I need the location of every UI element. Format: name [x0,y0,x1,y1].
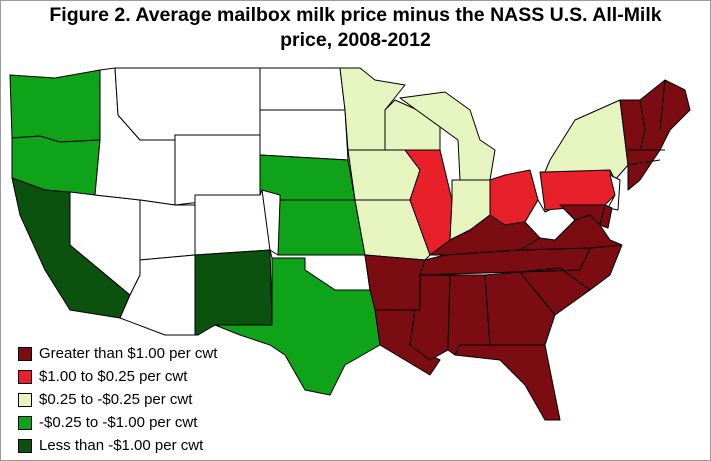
title-line-1: Figure 2. Average mailbox milk price min… [49,4,662,26]
legend-item-4: -$0.25 to -$1.00 per cwt [18,411,217,434]
state-FL [454,344,561,421]
legend-label-4: -$0.25 to -$1.00 per cwt [39,414,198,431]
legend-label-1: Greater than $1.00 per cwt [39,345,218,362]
title-line-2: price, 2008-2012 [280,29,431,51]
figure-title: Figure 2. Average mailbox milk price min… [0,3,711,53]
state-IA [347,149,421,201]
state-KS [277,199,366,256]
legend-swatch-5 [18,438,32,453]
state-New-England [619,79,691,191]
legend-item-2: $1.00 to $0.25 per cwt [18,365,217,388]
state-NY [544,99,629,181]
state-DE [599,204,613,229]
state-AL [447,274,491,356]
legend-label-5: Less than -$1.00 per cwt [39,437,204,454]
state-NC [519,244,623,291]
state-TX [214,257,381,396]
legend-label-3: $0.25 to -$0.25 per cwt [39,391,193,408]
state-WA [9,69,101,143]
legend-item-5: Less than -$1.00 per cwt [18,434,217,457]
legend: Greater than $1.00 per cwt $1.00 to $0.2… [18,342,217,457]
legend-swatch-2 [18,369,32,384]
state-UT [139,199,196,261]
state-NJ [607,174,621,211]
state-SD [259,109,349,161]
state-AR [364,254,426,311]
state-NM [194,249,273,336]
state-MO [354,199,431,261]
state-MD [559,204,606,226]
state-NE [259,154,356,201]
state-ND [259,67,346,111]
legend-label-2: $1.00 to $0.25 per cwt [39,368,188,385]
state-MI [399,91,496,181]
legend-swatch-1 [18,346,32,361]
legend-swatch-3 [18,392,32,407]
border-VT-NH [639,99,646,151]
legend-item-1: Greater than $1.00 per cwt [18,342,217,365]
state-MT [114,67,261,141]
border-CT-RI [627,159,661,166]
legend-item-3: $0.25 to -$0.25 per cwt [18,388,217,411]
state-CO [194,189,271,256]
border-NH-ME [659,79,666,131]
state-PA [539,169,616,211]
legend-swatch-4 [18,415,32,430]
